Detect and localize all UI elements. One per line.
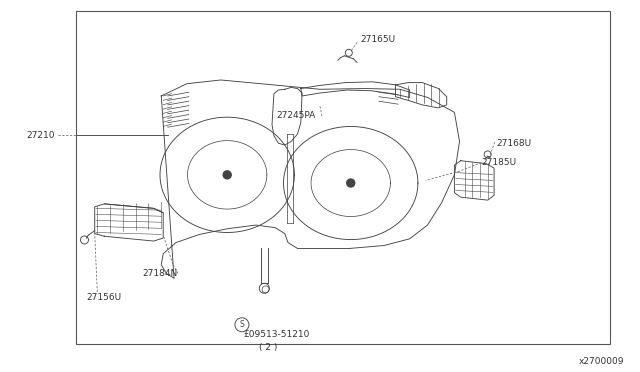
Text: £09513-51210: £09513-51210 bbox=[243, 330, 310, 339]
Text: ( 2 ): ( 2 ) bbox=[259, 343, 278, 352]
Text: S: S bbox=[239, 320, 244, 329]
Text: 27165U: 27165U bbox=[360, 35, 396, 44]
Text: x2700009: x2700009 bbox=[579, 357, 624, 366]
Text: 27185U: 27185U bbox=[481, 158, 516, 167]
Circle shape bbox=[223, 171, 231, 179]
Bar bbox=[76, 11, 610, 344]
Text: 27156U: 27156U bbox=[86, 293, 122, 302]
Text: 27210: 27210 bbox=[26, 131, 55, 140]
Text: 27184N: 27184N bbox=[142, 269, 177, 278]
Text: 27168U: 27168U bbox=[497, 139, 532, 148]
Circle shape bbox=[347, 179, 355, 187]
Text: 27245PA: 27245PA bbox=[276, 111, 316, 120]
